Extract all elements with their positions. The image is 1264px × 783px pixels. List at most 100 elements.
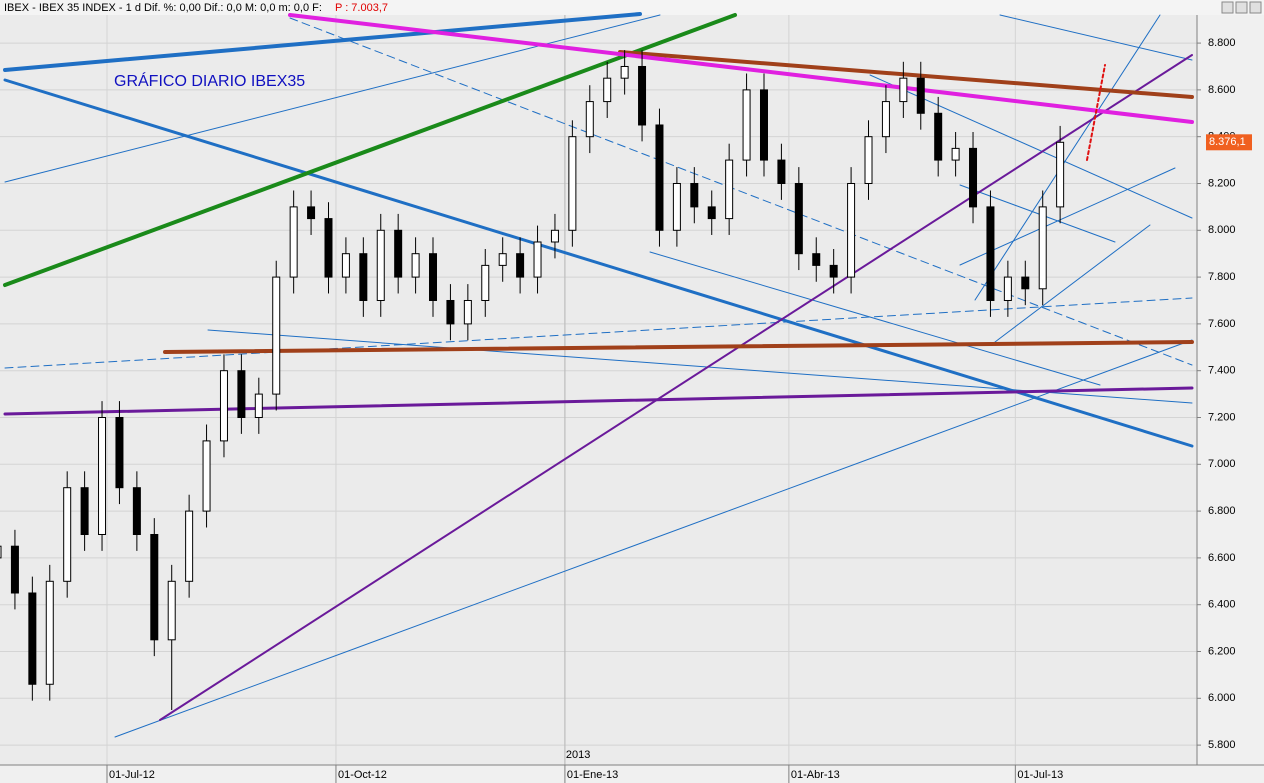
candle-body <box>916 77 925 114</box>
candle-body <box>167 580 176 641</box>
candle-body <box>603 77 612 103</box>
candle-body <box>219 370 228 442</box>
header-price: P : 7.003,7 <box>335 2 388 14</box>
candles <box>0 50 1065 711</box>
candle-body <box>45 580 54 685</box>
x-tick-label: 01-Jul-13 <box>1017 769 1063 781</box>
candle-body <box>934 112 943 161</box>
candle-body <box>132 487 141 536</box>
trend-line <box>649 251 1101 386</box>
window-buttons <box>1221 1 1262 14</box>
x-tick-label: 01-Oct-12 <box>338 769 387 781</box>
candle-body <box>986 206 995 301</box>
trend-line <box>289 17 1193 366</box>
y-tick-label: 6.400 <box>1208 599 1236 611</box>
candle-body <box>394 229 403 278</box>
y-tick-label: 7.400 <box>1208 365 1236 377</box>
candle-body <box>1021 276 1030 290</box>
trend-lines <box>3 12 1194 738</box>
candle-body <box>759 89 768 161</box>
x-tick-label: 01-Abr-13 <box>791 769 840 781</box>
candle-body <box>359 253 368 301</box>
chart-title: GRÁFICO DIARIO IBEX35 <box>114 71 305 90</box>
candle-body <box>115 416 124 489</box>
candle-body <box>341 253 350 278</box>
trend-line <box>114 339 1193 738</box>
candle-body <box>1056 141 1065 208</box>
trend-line <box>959 184 1116 243</box>
y-tick-label: 8.600 <box>1208 84 1236 96</box>
trend-line <box>3 386 1194 416</box>
candle-body <box>429 253 438 301</box>
candle-body <box>672 182 681 231</box>
candle-body <box>80 487 89 536</box>
candle-body <box>516 253 525 278</box>
y-tick-label: 8.200 <box>1208 177 1236 189</box>
last-price-label: 8.376,1 <box>1209 136 1246 148</box>
trend-line <box>159 54 1193 721</box>
x-tick-label: 01-Jul-12 <box>109 769 155 781</box>
minimize-button[interactable] <box>1221 1 1234 14</box>
candle-body <box>533 241 542 278</box>
candle-body <box>899 77 908 103</box>
y-tick-label: 6.000 <box>1208 692 1236 704</box>
candle-body <box>829 264 838 278</box>
candle-body <box>1038 206 1047 290</box>
candle-body <box>28 592 37 685</box>
candle-body <box>289 206 298 278</box>
candle-body <box>10 545 19 594</box>
candle-body <box>550 229 559 243</box>
trend-line <box>1086 64 1106 161</box>
candle-body <box>585 101 594 138</box>
trend-line <box>959 167 1176 266</box>
y-tick-label: 6.600 <box>1208 552 1236 564</box>
candle-body <box>307 206 316 220</box>
candle-body <box>951 147 960 161</box>
candle-body <box>376 229 385 301</box>
close-button[interactable] <box>1249 1 1262 14</box>
candle-body <box>446 299 455 325</box>
candle-body <box>690 182 699 208</box>
y-tick-label: 8.800 <box>1208 37 1236 49</box>
candle-body <box>620 65 629 79</box>
year-label: 2013 <box>566 749 590 761</box>
trend-line <box>163 340 1194 354</box>
candle-body <box>812 253 821 266</box>
grid <box>0 15 1197 765</box>
candle-body <box>794 182 803 255</box>
candle-body <box>568 136 577 231</box>
maximize-button[interactable] <box>1235 1 1248 14</box>
candle-body <box>411 253 420 278</box>
trend-line <box>3 13 737 287</box>
candle-body <box>638 65 647 126</box>
y-tick-label: 6.800 <box>1208 505 1236 517</box>
candle-body <box>864 136 873 184</box>
trend-line <box>618 50 1194 99</box>
trend-line <box>999 14 1193 61</box>
y-tick-label: 7.200 <box>1208 411 1236 423</box>
y-tick-label: 6.200 <box>1208 645 1236 657</box>
y-tick-label: 7.800 <box>1208 271 1236 283</box>
trend-line <box>288 13 1194 124</box>
candle-body <box>777 159 786 184</box>
candle-body <box>463 299 472 325</box>
candle-body <box>498 253 507 266</box>
candle-body <box>742 89 751 161</box>
candle-body <box>202 440 211 512</box>
candle-body <box>881 101 890 138</box>
trend-line <box>4 14 661 183</box>
candle-body <box>725 159 734 220</box>
y-tick-label: 7.600 <box>1208 318 1236 330</box>
candle-body <box>324 218 333 278</box>
last-price-tag <box>1206 134 1252 151</box>
candle-body <box>969 147 978 208</box>
candle-body <box>1003 276 1012 301</box>
candle-body <box>237 370 246 418</box>
candle-body <box>655 124 664 231</box>
candle-body <box>185 510 194 582</box>
candle-body <box>254 393 263 418</box>
candle-body <box>847 182 856 278</box>
trend-line <box>994 224 1151 343</box>
trend-line <box>3 12 642 72</box>
